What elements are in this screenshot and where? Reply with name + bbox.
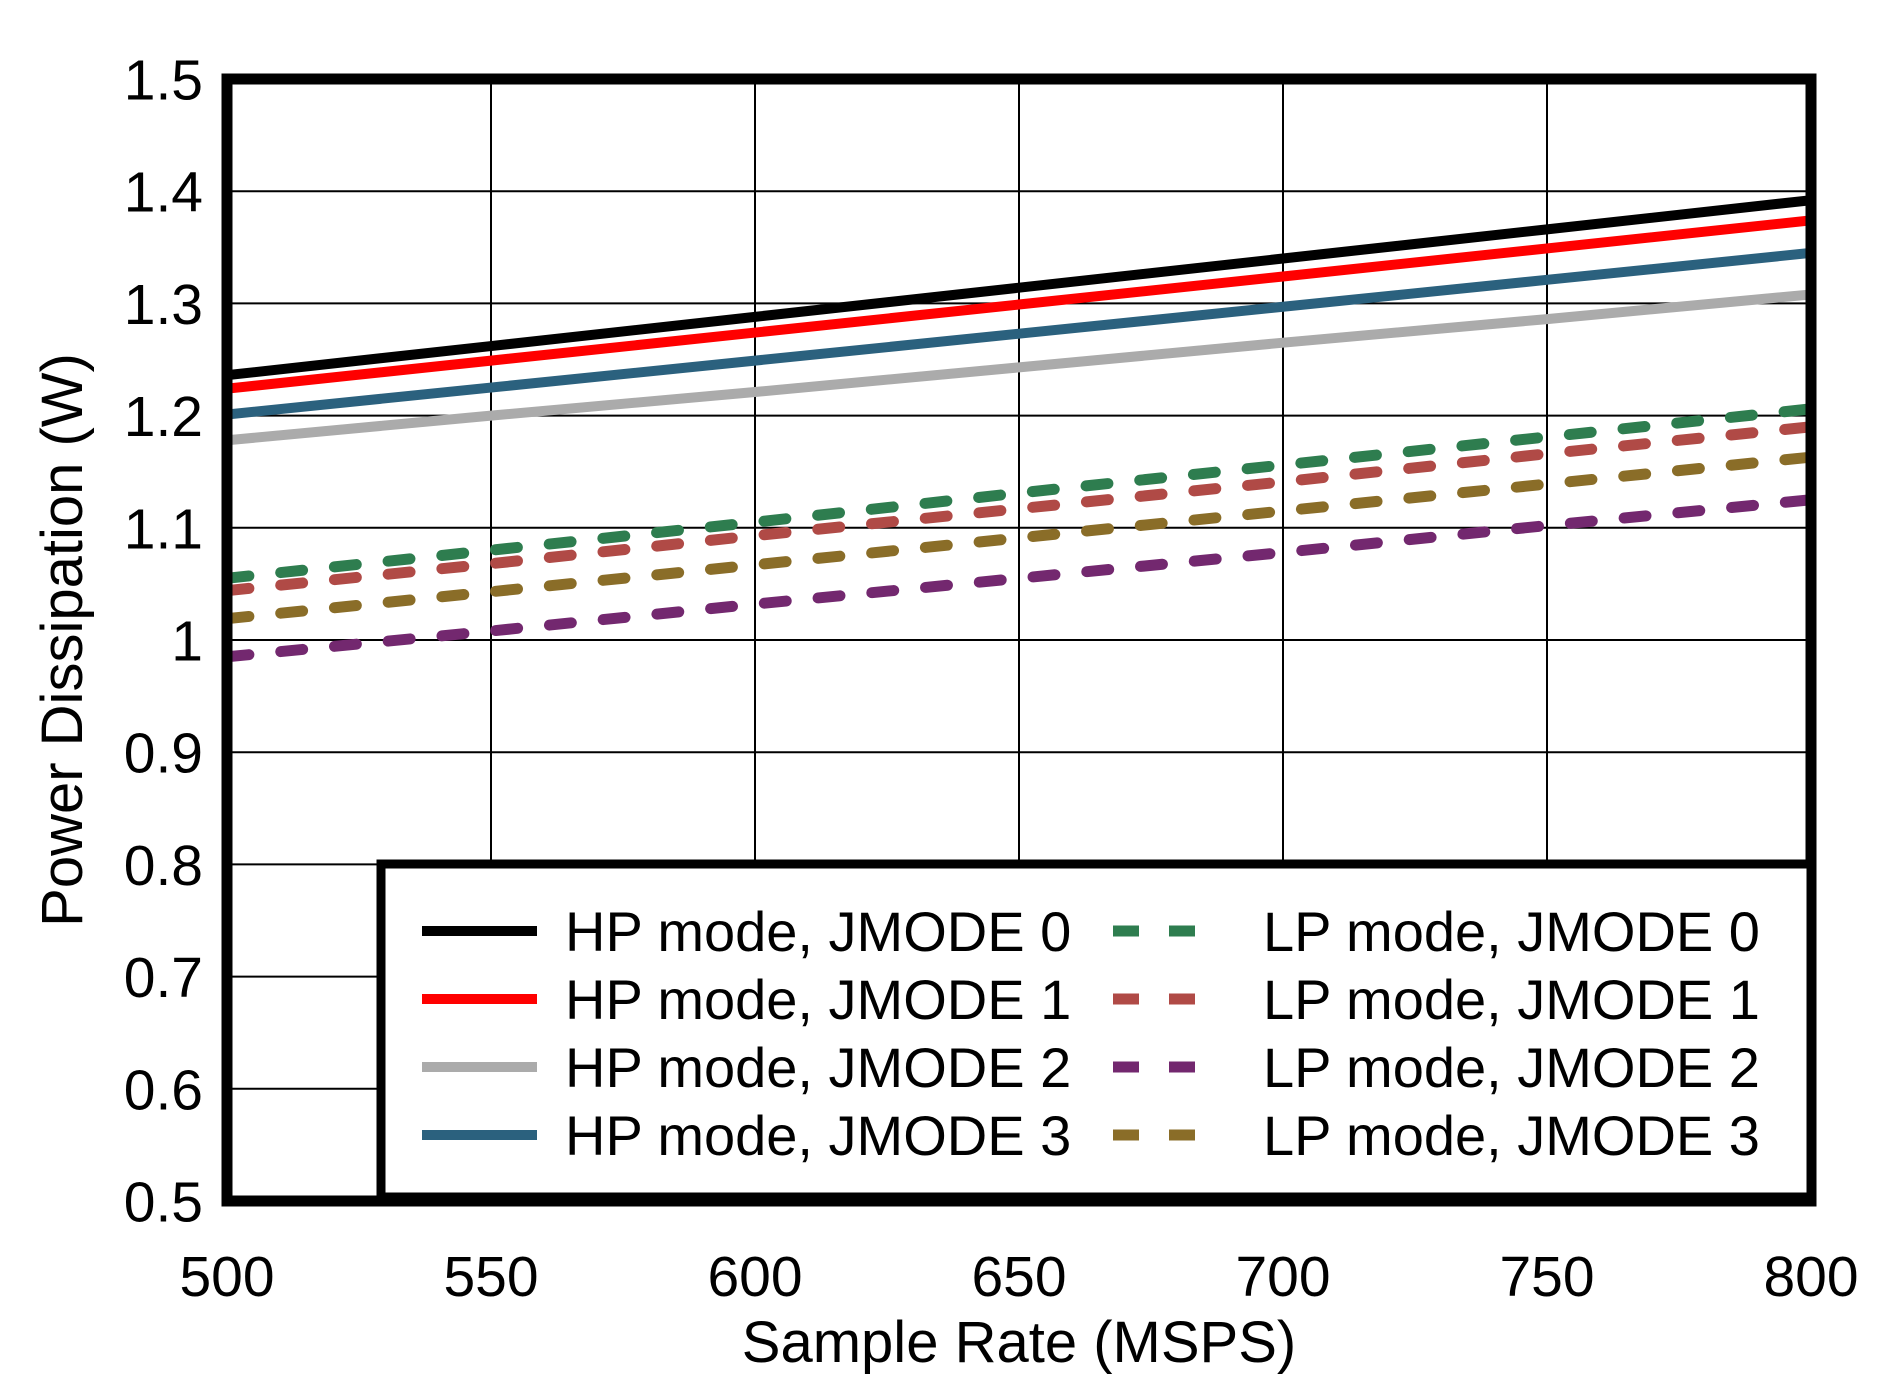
series-line-hp-mode-jmode-1 xyxy=(227,215,1811,394)
legend: HP mode, JMODE 0HP mode, JMODE 1HP mode,… xyxy=(376,859,1816,1202)
series-line-lp-mode-jmode-1 xyxy=(227,421,1811,597)
axis-tick-labels: 500 550 600 650 700 750 800 1.5 1.4 1.3 1.2 1.1 1 0.9… xyxy=(124,49,1859,1309)
y-tick-label: 1.3 xyxy=(124,273,203,337)
x-tick-label: 600 xyxy=(707,1245,802,1309)
y-tick-label: 1 xyxy=(171,610,203,674)
series-line-lp-mode-jmode-0 xyxy=(227,403,1811,584)
y-tick-label: 1.2 xyxy=(124,385,203,449)
y-tick-label: 0.6 xyxy=(124,1058,203,1122)
series-lines xyxy=(227,195,1811,663)
series-line-hp-mode-jmode-3 xyxy=(227,247,1811,420)
legend-label: HP mode, JMODE 2 xyxy=(565,1036,1071,1099)
y-tick-label: 1.5 xyxy=(124,49,203,113)
x-tick-label: 750 xyxy=(1499,1245,1594,1309)
x-axis-title: Sample Rate (MSPS) xyxy=(742,1310,1296,1375)
legend-label: LP mode, JMODE 0 xyxy=(1263,900,1760,963)
x-tick-label: 550 xyxy=(443,1245,538,1309)
series-line-hp-mode-jmode-2 xyxy=(227,289,1811,446)
y-tick-label: 0.5 xyxy=(124,1171,203,1235)
legend-label: LP mode, JMODE 1 xyxy=(1263,968,1760,1031)
legend-box xyxy=(376,859,1816,1202)
y-tick-label: 1.1 xyxy=(124,497,203,561)
series-line-lp-mode-jmode-2 xyxy=(227,494,1811,663)
x-tick-label: 800 xyxy=(1763,1245,1858,1309)
y-axis-title: Power Dissipation (W) xyxy=(30,353,95,927)
legend-label: LP mode, JMODE 2 xyxy=(1263,1036,1760,1099)
y-tick-label: 0.8 xyxy=(124,834,203,898)
y-tick-label: 0.7 xyxy=(124,946,203,1010)
y-tick-label: 1.4 xyxy=(124,161,203,225)
y-tick-label: 0.9 xyxy=(124,722,203,786)
legend-label: HP mode, JMODE 3 xyxy=(565,1104,1071,1167)
legend-label: HP mode, JMODE 0 xyxy=(565,900,1071,963)
series-line-hp-mode-jmode-0 xyxy=(227,195,1811,381)
x-tick-label: 700 xyxy=(1235,1245,1330,1309)
x-tick-label: 500 xyxy=(179,1245,274,1309)
series-line-lp-mode-jmode-3 xyxy=(227,451,1811,625)
legend-label: LP mode, JMODE 3 xyxy=(1263,1104,1760,1167)
x-tick-label: 650 xyxy=(971,1245,1066,1309)
legend-label: HP mode, JMODE 1 xyxy=(565,968,1071,1031)
